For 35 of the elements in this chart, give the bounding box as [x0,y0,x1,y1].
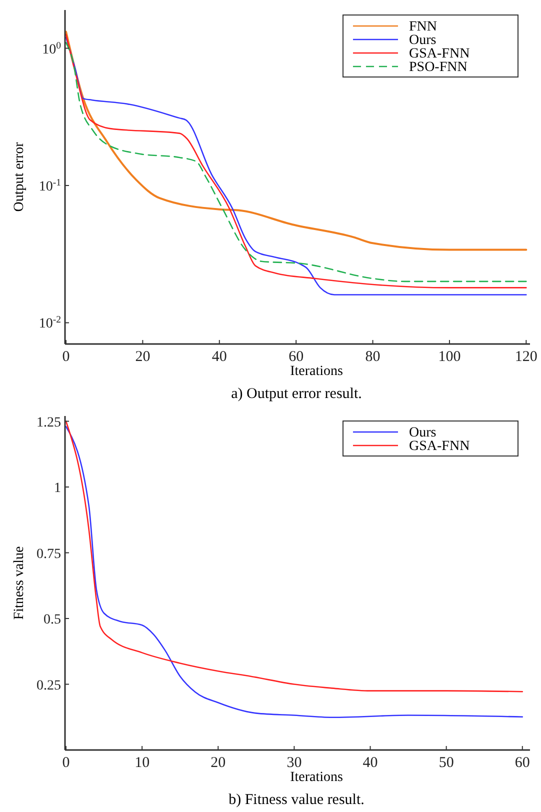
legend-label: Ours [409,33,436,48]
text: a) Output error result. [231,386,362,402]
x-tick-label: 120 [514,349,538,365]
x-tick-label: 20 [210,755,226,771]
x-axis-title: Iterations [290,770,343,785]
y-tick-label: 0.5 [44,612,61,628]
legend-label: GSA-FNN [409,439,470,454]
legend-label: PSO-FNN [409,60,468,75]
x-tick-label: 10 [134,755,150,771]
y-tick-label: 1.25 [36,415,61,430]
y-tick-label: 1 [54,481,61,496]
x-tick-label: 0 [62,755,70,771]
x-tick-label: 50 [438,755,454,771]
line-series [65,30,528,251]
y-tick-label: 10$^{0}$ [42,40,62,58]
text: b) Fitness value result. [228,792,364,808]
x-tick-label: 40 [362,755,378,771]
legend-label: FNN [409,20,438,34]
x-tick-label: 80 [365,349,380,365]
x-axis-title: Iterations [290,364,343,379]
x-tick-label: 30 [286,755,302,771]
x-tick-label: 20 [135,349,150,365]
legend-label: Ours [409,426,436,440]
x-tick-label: 100 [438,349,461,365]
y-axis-title: Fitness value [12,546,27,620]
y-tick-label: 10$^{-1}$ [38,177,62,194]
y-tick-label: 0.25 [36,678,61,694]
y-axis-title: Output error [12,142,27,212]
y-tick-label: 0.75 [36,546,61,562]
legend-label: GSA-FNN [409,46,470,62]
x-tick-label: 0 [62,349,70,365]
x-tick-label: 40 [212,349,227,365]
x-tick-label: 60 [514,755,530,771]
x-tick-label: 60 [288,349,304,365]
y-tick-label: 10$^{-2}$ [38,314,62,332]
